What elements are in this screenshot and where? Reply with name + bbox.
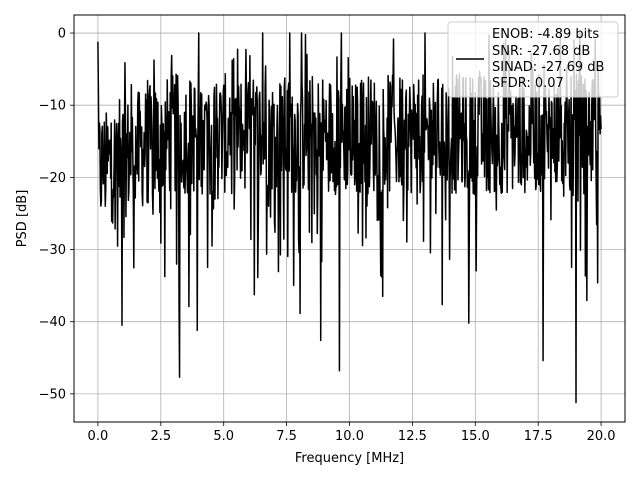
x-tick-label: 20.0: [587, 429, 616, 444]
legend-entry-snr: SNR: -27.68 dB: [492, 44, 590, 59]
x-tick-label: 7.5: [276, 429, 297, 444]
y-tick-label: −40: [39, 315, 66, 330]
legend-entry-sfdr: SFDR: 0.07: [492, 76, 564, 91]
x-tick-label: 2.5: [150, 429, 171, 444]
x-tick-label: 17.5: [524, 429, 553, 444]
y-tick-label: −30: [39, 243, 66, 258]
x-axis-title: Frequency [MHz]: [295, 451, 404, 466]
y-tick-label: 0: [58, 27, 66, 42]
legend-entry-sinad: SINAD: -27.69 dB: [492, 60, 604, 75]
x-tick-label: 15.0: [461, 429, 490, 444]
x-tick-label: 12.5: [398, 429, 427, 444]
legend-box: [447, 21, 619, 98]
y-axis-title: PSD [dB]: [15, 190, 30, 248]
x-tick-label: 10.0: [335, 429, 364, 444]
y-tick-label: −10: [39, 99, 66, 114]
legend: ENOB: -4.89 bits SNR: -27.68 dB SINAD: -…: [447, 21, 619, 98]
psd-line: [97, 32, 602, 404]
x-tick-label: 0.0: [88, 429, 109, 444]
y-tick-label: −20: [39, 171, 66, 186]
psd-series: [97, 32, 602, 404]
axis-ticks: 0.0 2.5 5.0 7.5 10.0 12.5 15.0 17.5 20.0 0 −10 −20 −…: [39, 27, 616, 444]
y-tick-label: −50: [39, 387, 66, 402]
x-tick-label: 5.0: [213, 429, 234, 444]
legend-entry-enob: ENOB: -4.89 bits: [492, 27, 599, 42]
